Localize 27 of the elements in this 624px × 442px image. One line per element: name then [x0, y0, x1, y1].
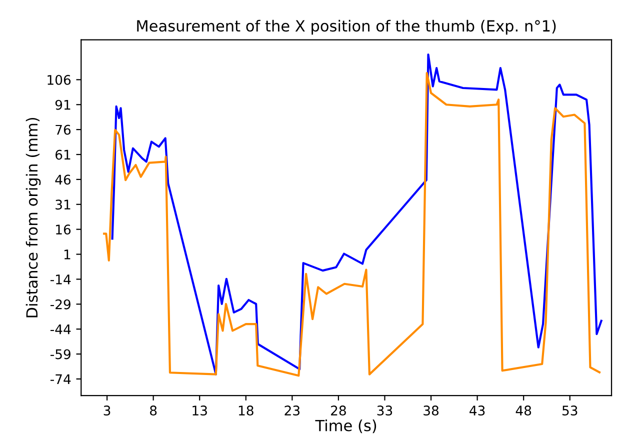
- y-tick-label: 16: [56, 224, 71, 235]
- x-tick-label: 43: [470, 406, 485, 416]
- y-tick-label: 106: [48, 74, 71, 85]
- x-tick-label: 23: [284, 406, 300, 416]
- y-tick-label: -29: [50, 299, 70, 310]
- y-tick-label: 61: [56, 150, 70, 160]
- x-tick-label: 3: [104, 406, 110, 416]
- chart-title: Measurement of the X position of the thumb (Exp. n°1): [137, 20, 556, 35]
- y-axis-title: Distance from origin (mm): [26, 118, 41, 318]
- x-tick-label: 38: [424, 406, 439, 416]
- x-axis-title: Time (s): [315, 419, 376, 434]
- x-tick-label: 48: [516, 406, 532, 416]
- x-tick-label: 8: [150, 406, 157, 416]
- x-tick-label: 18: [238, 406, 254, 416]
- y-tick-label: -74: [50, 374, 71, 384]
- x-tick-label: 28: [331, 406, 346, 416]
- x-tick-label: 13: [192, 406, 207, 416]
- x-tick-label: 33: [377, 406, 392, 416]
- y-tick-label: -44: [50, 324, 71, 334]
- y-tick-label: 1: [64, 250, 70, 260]
- y-tick-label: 31: [56, 200, 70, 210]
- y-tick-label: -59: [50, 349, 70, 360]
- x-tick-label: 53: [562, 406, 578, 416]
- y-tick-label: 91: [55, 100, 70, 110]
- y-tick-label: 46: [55, 174, 71, 185]
- y-tick-label: 76: [56, 124, 71, 135]
- y-tick-label: -14: [50, 274, 71, 284]
